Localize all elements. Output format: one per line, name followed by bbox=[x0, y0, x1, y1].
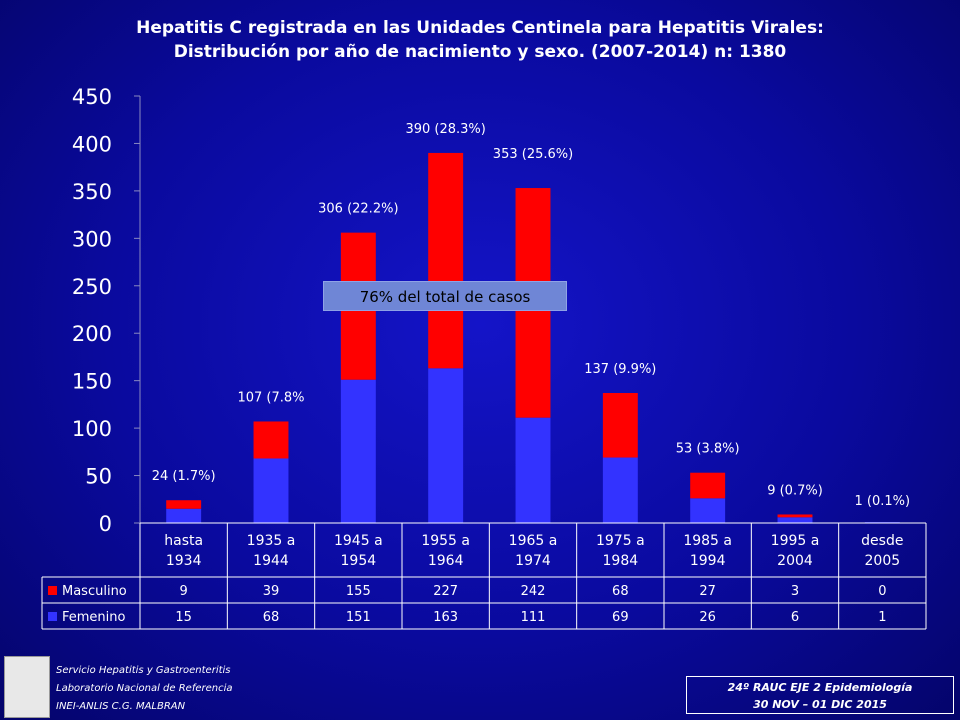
bar-femenino bbox=[515, 417, 551, 523]
event-line-2: 30 NOV – 01 DIC 2015 bbox=[753, 698, 887, 711]
x-tick-label: 2004 bbox=[777, 553, 813, 569]
bar-masculino bbox=[253, 421, 289, 459]
bar-femenino bbox=[253, 458, 289, 523]
x-tick-label: 1934 bbox=[166, 553, 202, 569]
table-value: 6 bbox=[791, 610, 799, 625]
x-tick-label: 1944 bbox=[253, 553, 289, 569]
table-value: 163 bbox=[433, 610, 458, 625]
x-tick-label: 1945 a bbox=[334, 533, 383, 549]
event-box: 24º RAUC EJE 2 Epidemiología 30 NOV – 01… bbox=[686, 676, 954, 714]
table-value: 15 bbox=[175, 610, 192, 625]
x-tick-label: 1994 bbox=[690, 553, 726, 569]
x-tick-label: hasta bbox=[164, 533, 203, 549]
y-tick-label: 300 bbox=[72, 227, 112, 251]
bar-femenino bbox=[602, 457, 638, 523]
x-tick-label: 1964 bbox=[428, 553, 464, 569]
y-tick-label: 100 bbox=[72, 417, 112, 441]
legend-swatch bbox=[48, 586, 57, 595]
bar-total-label: 353 (25.6%) bbox=[493, 147, 573, 162]
y-tick-label: 450 bbox=[72, 85, 112, 109]
table-value: 0 bbox=[878, 584, 886, 599]
chart-title: Hepatitis C registrada en las Unidades C… bbox=[0, 16, 960, 64]
x-tick-label: 2005 bbox=[865, 553, 901, 569]
title-line-1: Hepatitis C registrada en las Unidades C… bbox=[136, 18, 824, 38]
bar-total-label: 1 (0.1%) bbox=[855, 494, 911, 509]
title-line-2: Distribución por año de nacimiento y sex… bbox=[173, 42, 787, 62]
table-value: 151 bbox=[346, 610, 371, 625]
y-tick-label: 250 bbox=[72, 275, 112, 299]
bar-total-label: 390 (28.3%) bbox=[405, 122, 485, 137]
legend-label: Masculino bbox=[62, 584, 127, 599]
x-tick-label: 1935 a bbox=[247, 533, 296, 549]
institution-logo bbox=[4, 656, 50, 718]
legend-swatch bbox=[48, 612, 57, 621]
table-value: 68 bbox=[612, 584, 629, 599]
bar-total-label: 137 (9.9%) bbox=[584, 362, 656, 377]
y-tick-label: 350 bbox=[72, 180, 112, 204]
y-tick-label: 400 bbox=[72, 132, 112, 156]
bar-femenino bbox=[340, 379, 376, 523]
bar-total-label: 107 (7.8% bbox=[237, 390, 304, 405]
table-value: 227 bbox=[433, 584, 458, 599]
bar-total-label: 24 (1.7%) bbox=[152, 469, 216, 484]
footer-line-3: INEI-ANLIS C.G. MALBRAN bbox=[56, 701, 186, 712]
y-tick-label: 200 bbox=[72, 322, 112, 346]
event-line-1: 24º RAUC EJE 2 Epidemiología bbox=[727, 681, 913, 694]
bar-total-label: 53 (3.8%) bbox=[676, 442, 740, 457]
x-tick-label: 1975 a bbox=[596, 533, 645, 549]
y-tick-label: 50 bbox=[85, 465, 112, 489]
bar-femenino bbox=[690, 498, 726, 523]
y-tick-label: 0 bbox=[99, 512, 112, 536]
footer-line-1: Servicio Hepatitis y Gastroenteritis bbox=[56, 665, 231, 676]
table-value: 39 bbox=[263, 584, 280, 599]
callout-box: 76% del total de casos bbox=[323, 281, 567, 311]
x-tick-label: 1965 a bbox=[509, 533, 558, 549]
bar-masculino bbox=[166, 500, 202, 509]
bar-masculino bbox=[428, 152, 464, 369]
footer-line-2: Laboratorio Nacional de Referencia bbox=[56, 683, 233, 694]
table-value: 111 bbox=[521, 610, 546, 625]
bar-masculino bbox=[777, 514, 813, 518]
x-tick-label: 1954 bbox=[341, 553, 377, 569]
table-value: 68 bbox=[263, 610, 280, 625]
bar-total-label: 306 (22.2%) bbox=[318, 202, 398, 217]
bar-total-label: 9 (0.7%) bbox=[767, 483, 823, 498]
bar-femenino bbox=[166, 508, 202, 523]
x-tick-label: 1985 a bbox=[683, 533, 732, 549]
x-tick-label: 1995 a bbox=[771, 533, 820, 549]
bar-masculino bbox=[602, 393, 638, 458]
table-value: 1 bbox=[878, 610, 886, 625]
footer-credits: Servicio Hepatitis y Gastroenteritis Lab… bbox=[56, 662, 233, 716]
x-tick-label: 1955 a bbox=[421, 533, 470, 549]
x-tick-label: 1974 bbox=[515, 553, 551, 569]
table-value: 3 bbox=[791, 584, 799, 599]
bar-femenino bbox=[777, 517, 813, 523]
bar-femenino bbox=[428, 368, 464, 523]
bar-masculino bbox=[690, 472, 726, 499]
table-value: 9 bbox=[180, 584, 188, 599]
x-tick-label: 1984 bbox=[603, 553, 639, 569]
table-value: 27 bbox=[699, 584, 716, 599]
table-value: 69 bbox=[612, 610, 629, 625]
table-value: 155 bbox=[346, 584, 371, 599]
table-value: 242 bbox=[521, 584, 546, 599]
x-tick-label: desde bbox=[861, 533, 903, 549]
legend-label: Femenino bbox=[62, 610, 126, 625]
table-value: 26 bbox=[699, 610, 716, 625]
y-tick-label: 150 bbox=[72, 370, 112, 394]
